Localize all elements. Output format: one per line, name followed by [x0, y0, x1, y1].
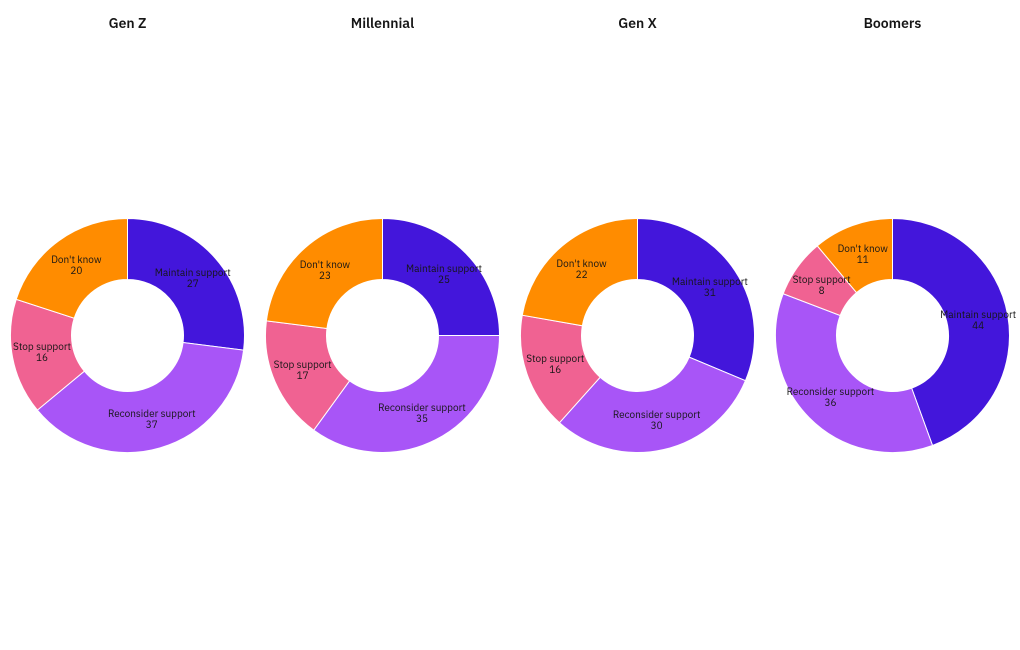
- slice-maintain[interactable]: [638, 219, 755, 381]
- panel-title: Gen Z: [0, 14, 255, 32]
- panel-title: Gen X: [510, 14, 765, 32]
- donut-chart: Maintain support31Reconsider support30St…: [520, 218, 755, 453]
- slice-dontknow[interactable]: [266, 219, 382, 329]
- slice-reconsider[interactable]: [314, 336, 500, 453]
- slice-maintain[interactable]: [128, 219, 245, 351]
- donut-chart: Maintain support25Reconsider support35St…: [265, 218, 500, 453]
- slice-dontknow[interactable]: [16, 219, 127, 319]
- donut-chart: Maintain support44Reconsider support36St…: [775, 218, 1010, 453]
- panel-title: Boomers: [765, 14, 1020, 32]
- slice-dontknow[interactable]: [522, 219, 637, 326]
- panel-title: Millennial: [255, 14, 510, 32]
- slice-reconsider[interactable]: [776, 294, 933, 453]
- slice-maintain[interactable]: [383, 219, 500, 336]
- donut-chart: Maintain support27Reconsider support37St…: [10, 218, 245, 453]
